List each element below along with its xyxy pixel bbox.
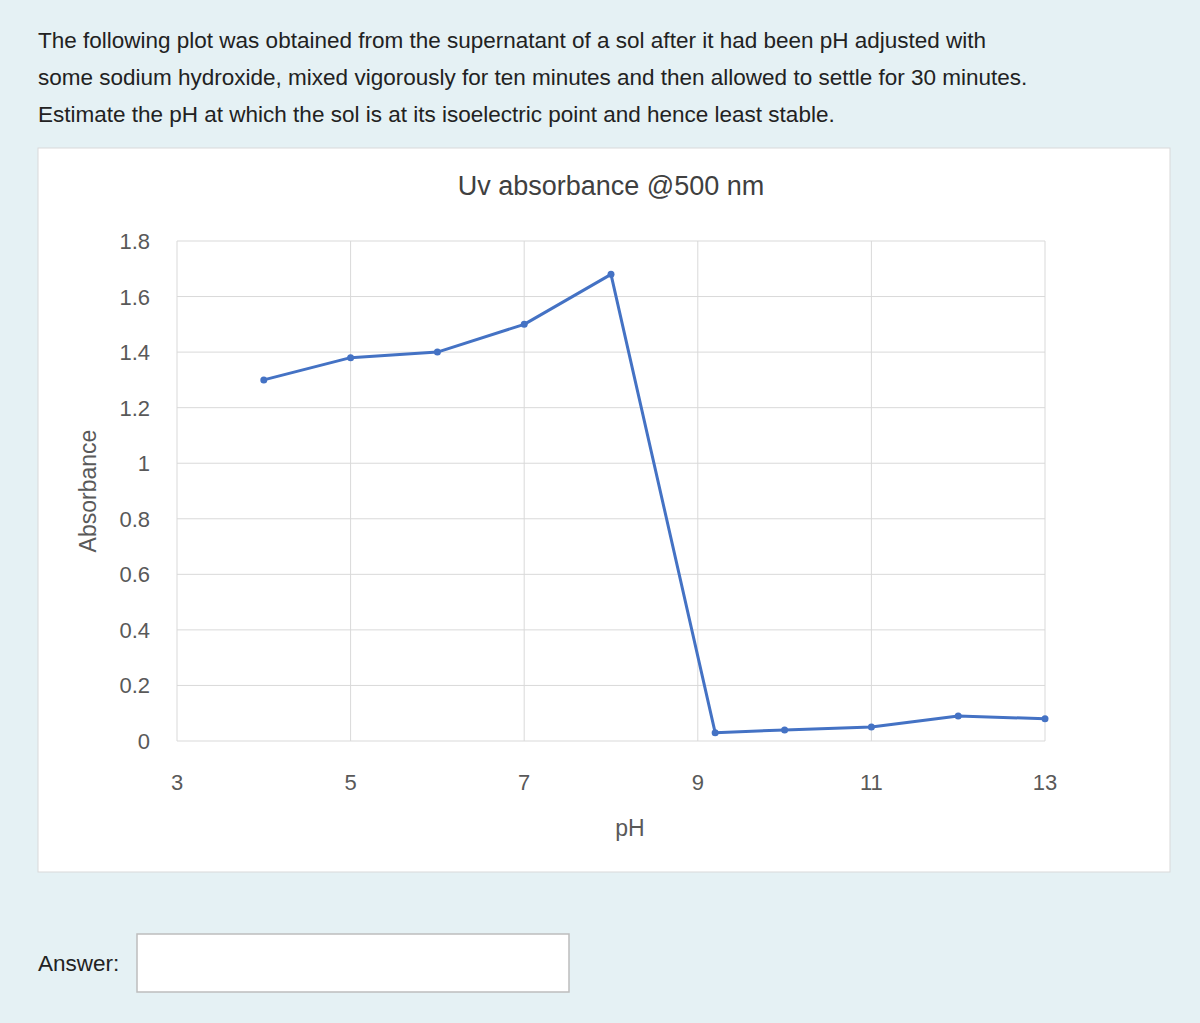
- data-point: [1042, 715, 1049, 722]
- data-point: [781, 726, 788, 733]
- answer-label: Answer:: [38, 951, 119, 976]
- data-point: [868, 724, 875, 731]
- grid-line: [177, 518, 1045, 519]
- grid-line: [524, 241, 525, 741]
- question-text: some sodium hydroxide, mixed vigorously …: [38, 65, 1027, 90]
- grid-line: [350, 241, 351, 741]
- question-text: Estimate the pH at which the sol is at i…: [38, 102, 835, 127]
- plot-data: [260, 271, 1048, 736]
- page: The following plot was obtained from the…: [0, 0, 1200, 1023]
- x-tick-label: 5: [344, 770, 356, 795]
- x-tick-label: 7: [518, 770, 530, 795]
- y-tick-label: 0.2: [119, 673, 150, 698]
- y-axis-label: Absorbance: [75, 430, 101, 553]
- x-axis-label: pH: [615, 815, 644, 841]
- y-tick-label: 1.6: [119, 285, 150, 310]
- x-tick-label: 3: [171, 770, 183, 795]
- grid-line: [1045, 241, 1046, 741]
- grid-line: [697, 241, 698, 741]
- chart-area: [38, 148, 1170, 872]
- data-point: [347, 354, 354, 361]
- grid-line: [177, 685, 1045, 686]
- grid-line: [177, 463, 1045, 464]
- y-tick-label: 0.6: [119, 562, 150, 587]
- grid-line: [177, 352, 1045, 353]
- grid-line: [871, 241, 872, 741]
- y-tick-label: 0.8: [119, 507, 150, 532]
- grid-line: [177, 629, 1045, 630]
- answer-input[interactable]: [137, 934, 569, 992]
- y-tick-label: 1.4: [119, 340, 150, 365]
- y-tick-label: 0.4: [119, 618, 150, 643]
- data-line: [264, 274, 1045, 732]
- data-point: [712, 729, 719, 736]
- grid-line: [177, 241, 178, 741]
- question-text: The following plot was obtained from the…: [38, 28, 986, 53]
- grid-line: [177, 741, 1045, 742]
- data-point: [434, 349, 441, 356]
- y-tick-label: 1.2: [119, 396, 150, 421]
- data-point: [608, 271, 615, 278]
- data-point: [521, 321, 528, 328]
- y-tick-label: 1.8: [119, 229, 150, 254]
- grid-line: [177, 407, 1045, 408]
- grid-line: [177, 574, 1045, 575]
- grid-line: [177, 241, 1045, 242]
- x-tick-label: 11: [860, 770, 883, 795]
- y-tick-label: 0: [138, 729, 150, 754]
- x-tick-label: 9: [692, 770, 704, 795]
- data-point: [260, 376, 267, 383]
- x-tick-label: 13: [1033, 770, 1057, 795]
- data-point: [955, 713, 962, 720]
- y-tick-label: 1: [138, 451, 150, 476]
- chart-title: Uv absorbance @500 nm: [458, 171, 765, 201]
- grid-line: [177, 296, 1045, 297]
